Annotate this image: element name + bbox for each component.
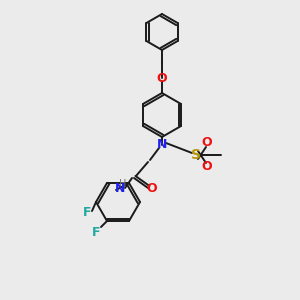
Text: N: N — [157, 137, 167, 151]
Text: O: O — [147, 182, 157, 194]
Text: F: F — [83, 206, 91, 220]
Text: O: O — [202, 136, 212, 149]
Text: O: O — [202, 160, 212, 173]
Text: O: O — [157, 71, 167, 85]
Text: S: S — [191, 148, 201, 162]
Text: H: H — [119, 179, 127, 189]
Text: N: N — [115, 182, 125, 194]
Text: F: F — [92, 226, 100, 238]
